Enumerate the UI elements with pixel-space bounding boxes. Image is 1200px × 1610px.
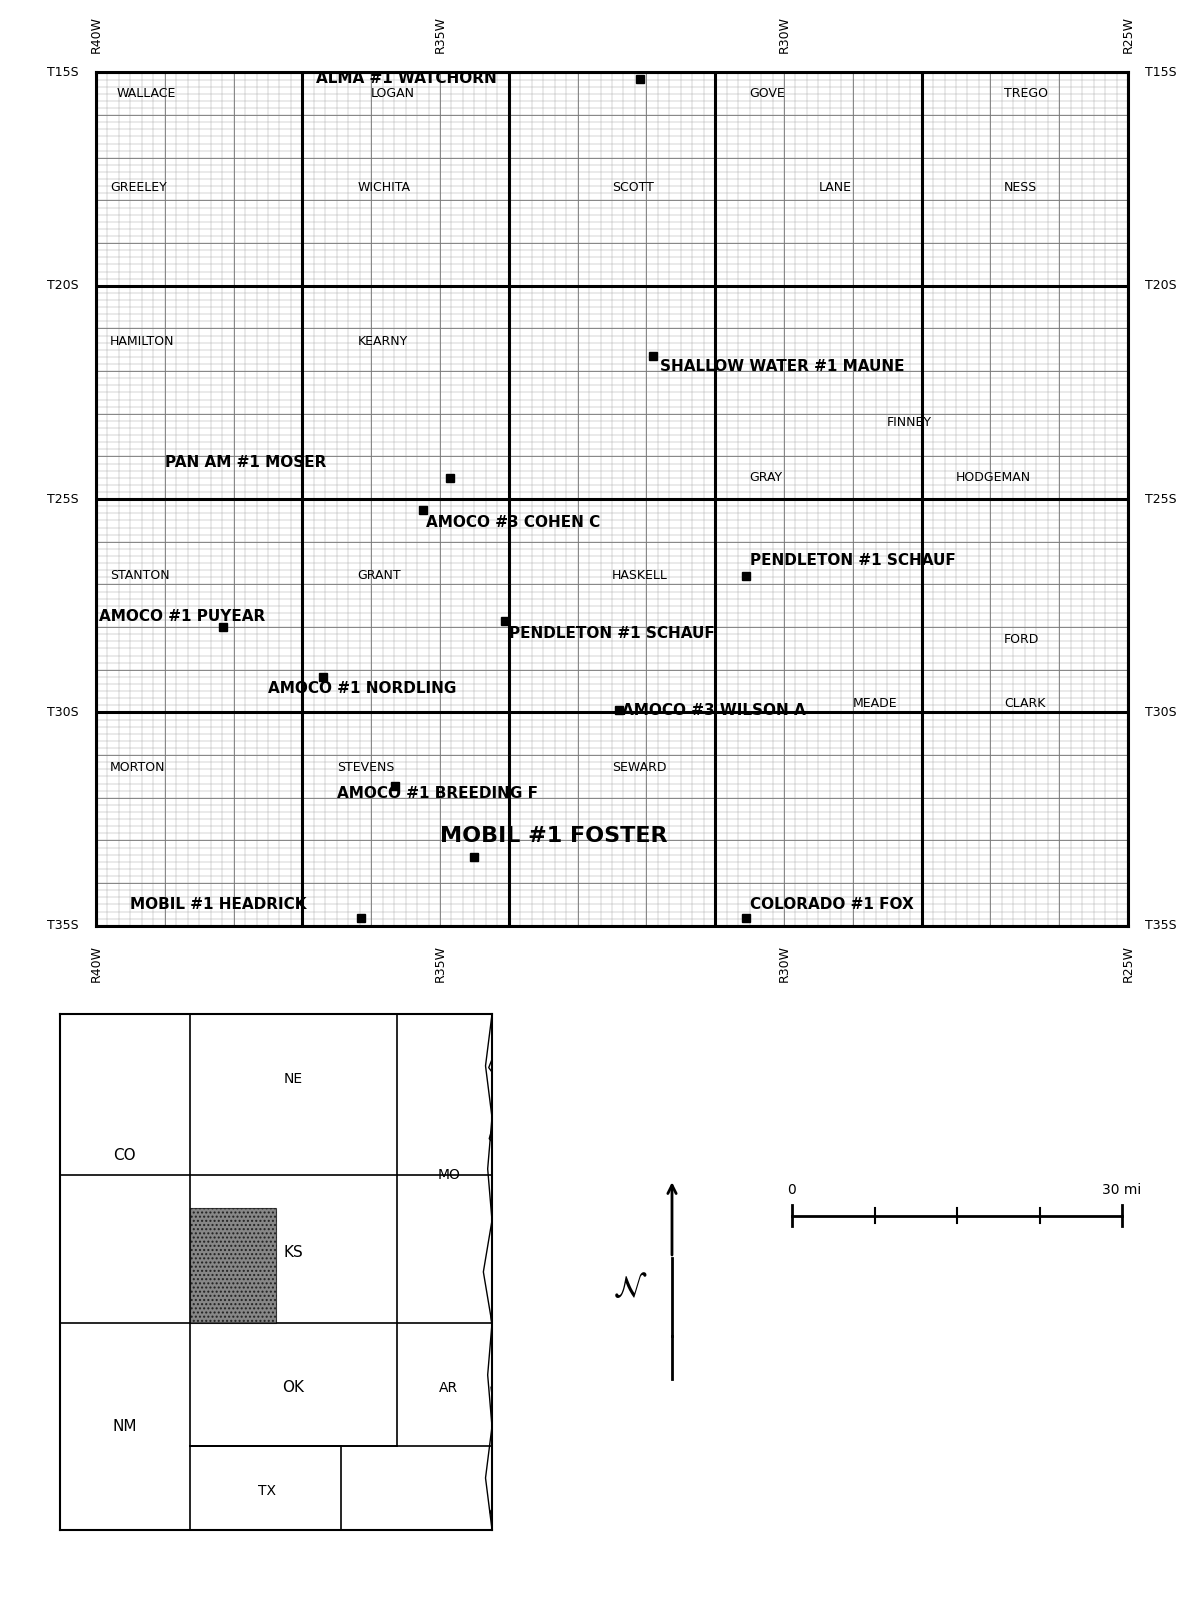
Text: AMOCO #3 COHEN C: AMOCO #3 COHEN C xyxy=(426,515,600,530)
Text: HODGEMAN: HODGEMAN xyxy=(956,472,1031,485)
Text: 0: 0 xyxy=(787,1183,797,1198)
Text: FINNEY: FINNEY xyxy=(887,415,932,428)
Text: FORD: FORD xyxy=(1004,633,1039,646)
Text: R30W: R30W xyxy=(778,16,791,53)
Text: KS: KS xyxy=(283,1245,304,1261)
Text: T30S: T30S xyxy=(1145,705,1177,720)
Text: SHALLOW WATER #1 MAUNE: SHALLOW WATER #1 MAUNE xyxy=(660,359,905,375)
Text: HASKELL: HASKELL xyxy=(612,570,668,583)
Text: 30 mi: 30 mi xyxy=(1103,1183,1141,1198)
Text: GRANT: GRANT xyxy=(358,570,401,583)
Text: R40W: R40W xyxy=(90,945,102,982)
Text: MEADE: MEADE xyxy=(853,697,898,710)
Text: TX: TX xyxy=(258,1484,276,1497)
Text: R25W: R25W xyxy=(1122,945,1134,982)
Text: CO: CO xyxy=(114,1148,136,1164)
Text: R35W: R35W xyxy=(433,945,446,982)
Text: R40W: R40W xyxy=(90,16,102,53)
Text: $\mathcal{N}$: $\mathcal{N}$ xyxy=(613,1274,647,1302)
Text: STEVENS: STEVENS xyxy=(337,762,394,774)
Text: R30W: R30W xyxy=(778,945,791,982)
Text: WALLACE: WALLACE xyxy=(116,87,176,100)
Text: R25W: R25W xyxy=(1122,16,1134,53)
Text: T25S: T25S xyxy=(47,493,79,506)
Text: T30S: T30S xyxy=(47,705,79,720)
Text: MOBIL #1 HEADRICK: MOBIL #1 HEADRICK xyxy=(131,897,307,911)
Text: SCOTT: SCOTT xyxy=(612,182,654,195)
Text: T15S: T15S xyxy=(1145,66,1177,79)
Text: NM: NM xyxy=(113,1418,137,1435)
Text: PAN AM #1 MOSER: PAN AM #1 MOSER xyxy=(164,456,326,470)
Text: LANE: LANE xyxy=(818,182,852,195)
Text: T15S: T15S xyxy=(47,66,79,79)
Text: SEWARD: SEWARD xyxy=(612,762,666,774)
Text: COLORADO #1 FOX: COLORADO #1 FOX xyxy=(750,897,913,911)
Text: AMOCO #1 NORDLING: AMOCO #1 NORDLING xyxy=(268,681,456,697)
Text: NE: NE xyxy=(283,1072,302,1085)
Text: HAMILTON: HAMILTON xyxy=(109,335,174,348)
Text: PENDLETON #1 SCHAUF: PENDLETON #1 SCHAUF xyxy=(750,554,955,568)
Text: STANTON: STANTON xyxy=(109,570,169,583)
Text: T25S: T25S xyxy=(1145,493,1177,506)
Text: OK: OK xyxy=(282,1380,305,1396)
Bar xyxy=(190,1208,276,1323)
Text: T35S: T35S xyxy=(1145,919,1177,932)
Text: MO: MO xyxy=(437,1169,461,1182)
Text: T20S: T20S xyxy=(47,279,79,293)
Text: MOBIL #1 FOSTER: MOBIL #1 FOSTER xyxy=(440,826,667,847)
Text: CLARK: CLARK xyxy=(1004,697,1045,710)
Text: MORTON: MORTON xyxy=(109,762,166,774)
Text: GRAY: GRAY xyxy=(750,472,782,485)
Text: R35W: R35W xyxy=(433,16,446,53)
Text: GREELEY: GREELEY xyxy=(109,182,167,195)
Text: GOVE: GOVE xyxy=(750,87,785,100)
Text: WICHITA: WICHITA xyxy=(358,182,410,195)
Text: T20S: T20S xyxy=(1145,279,1177,293)
Text: AMOCO #1 BREEDING F: AMOCO #1 BREEDING F xyxy=(337,786,538,802)
Text: ALMA #1 WATCHORN: ALMA #1 WATCHORN xyxy=(316,71,497,87)
Text: AMOCO #1 PUYEAR: AMOCO #1 PUYEAR xyxy=(100,609,265,625)
Text: NESS: NESS xyxy=(1004,182,1038,195)
Text: TREGO: TREGO xyxy=(1004,87,1048,100)
Text: PENDLETON #1 SCHAUF: PENDLETON #1 SCHAUF xyxy=(509,626,714,641)
Text: AR: AR xyxy=(439,1381,458,1394)
Text: T35S: T35S xyxy=(47,919,79,932)
Text: AMOCO #3 WILSON A: AMOCO #3 WILSON A xyxy=(623,704,806,718)
Text: KEARNY: KEARNY xyxy=(358,335,408,348)
Text: LOGAN: LOGAN xyxy=(371,87,415,100)
